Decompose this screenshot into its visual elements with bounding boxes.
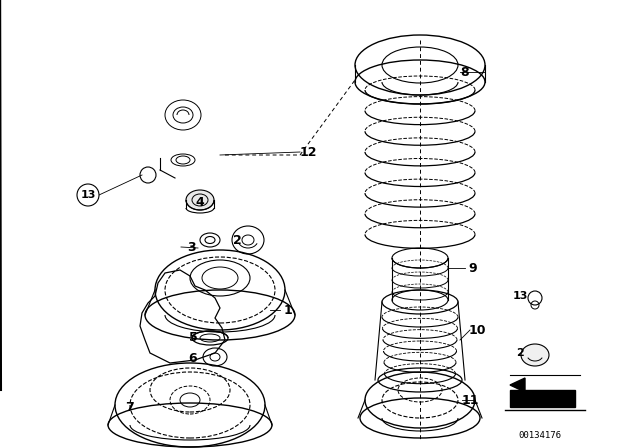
Text: 10: 10 (468, 323, 486, 336)
Text: 3: 3 (188, 241, 196, 254)
Ellipse shape (521, 344, 549, 366)
Text: 7: 7 (125, 401, 134, 414)
Text: 8: 8 (461, 65, 469, 78)
Text: 6: 6 (189, 352, 197, 365)
Text: 12: 12 (300, 146, 317, 159)
Text: 2: 2 (232, 233, 241, 246)
Text: 00134176: 00134176 (518, 431, 561, 439)
Polygon shape (510, 378, 525, 392)
Text: 5: 5 (189, 331, 197, 344)
Circle shape (77, 184, 99, 206)
Text: 11: 11 (461, 393, 479, 406)
Text: 4: 4 (196, 195, 204, 208)
Text: 9: 9 (468, 262, 477, 275)
Text: 13: 13 (80, 190, 96, 200)
Text: 13: 13 (512, 291, 528, 301)
Text: 2: 2 (516, 348, 524, 358)
Ellipse shape (186, 190, 214, 210)
Text: 1: 1 (284, 303, 292, 316)
Polygon shape (510, 390, 575, 407)
